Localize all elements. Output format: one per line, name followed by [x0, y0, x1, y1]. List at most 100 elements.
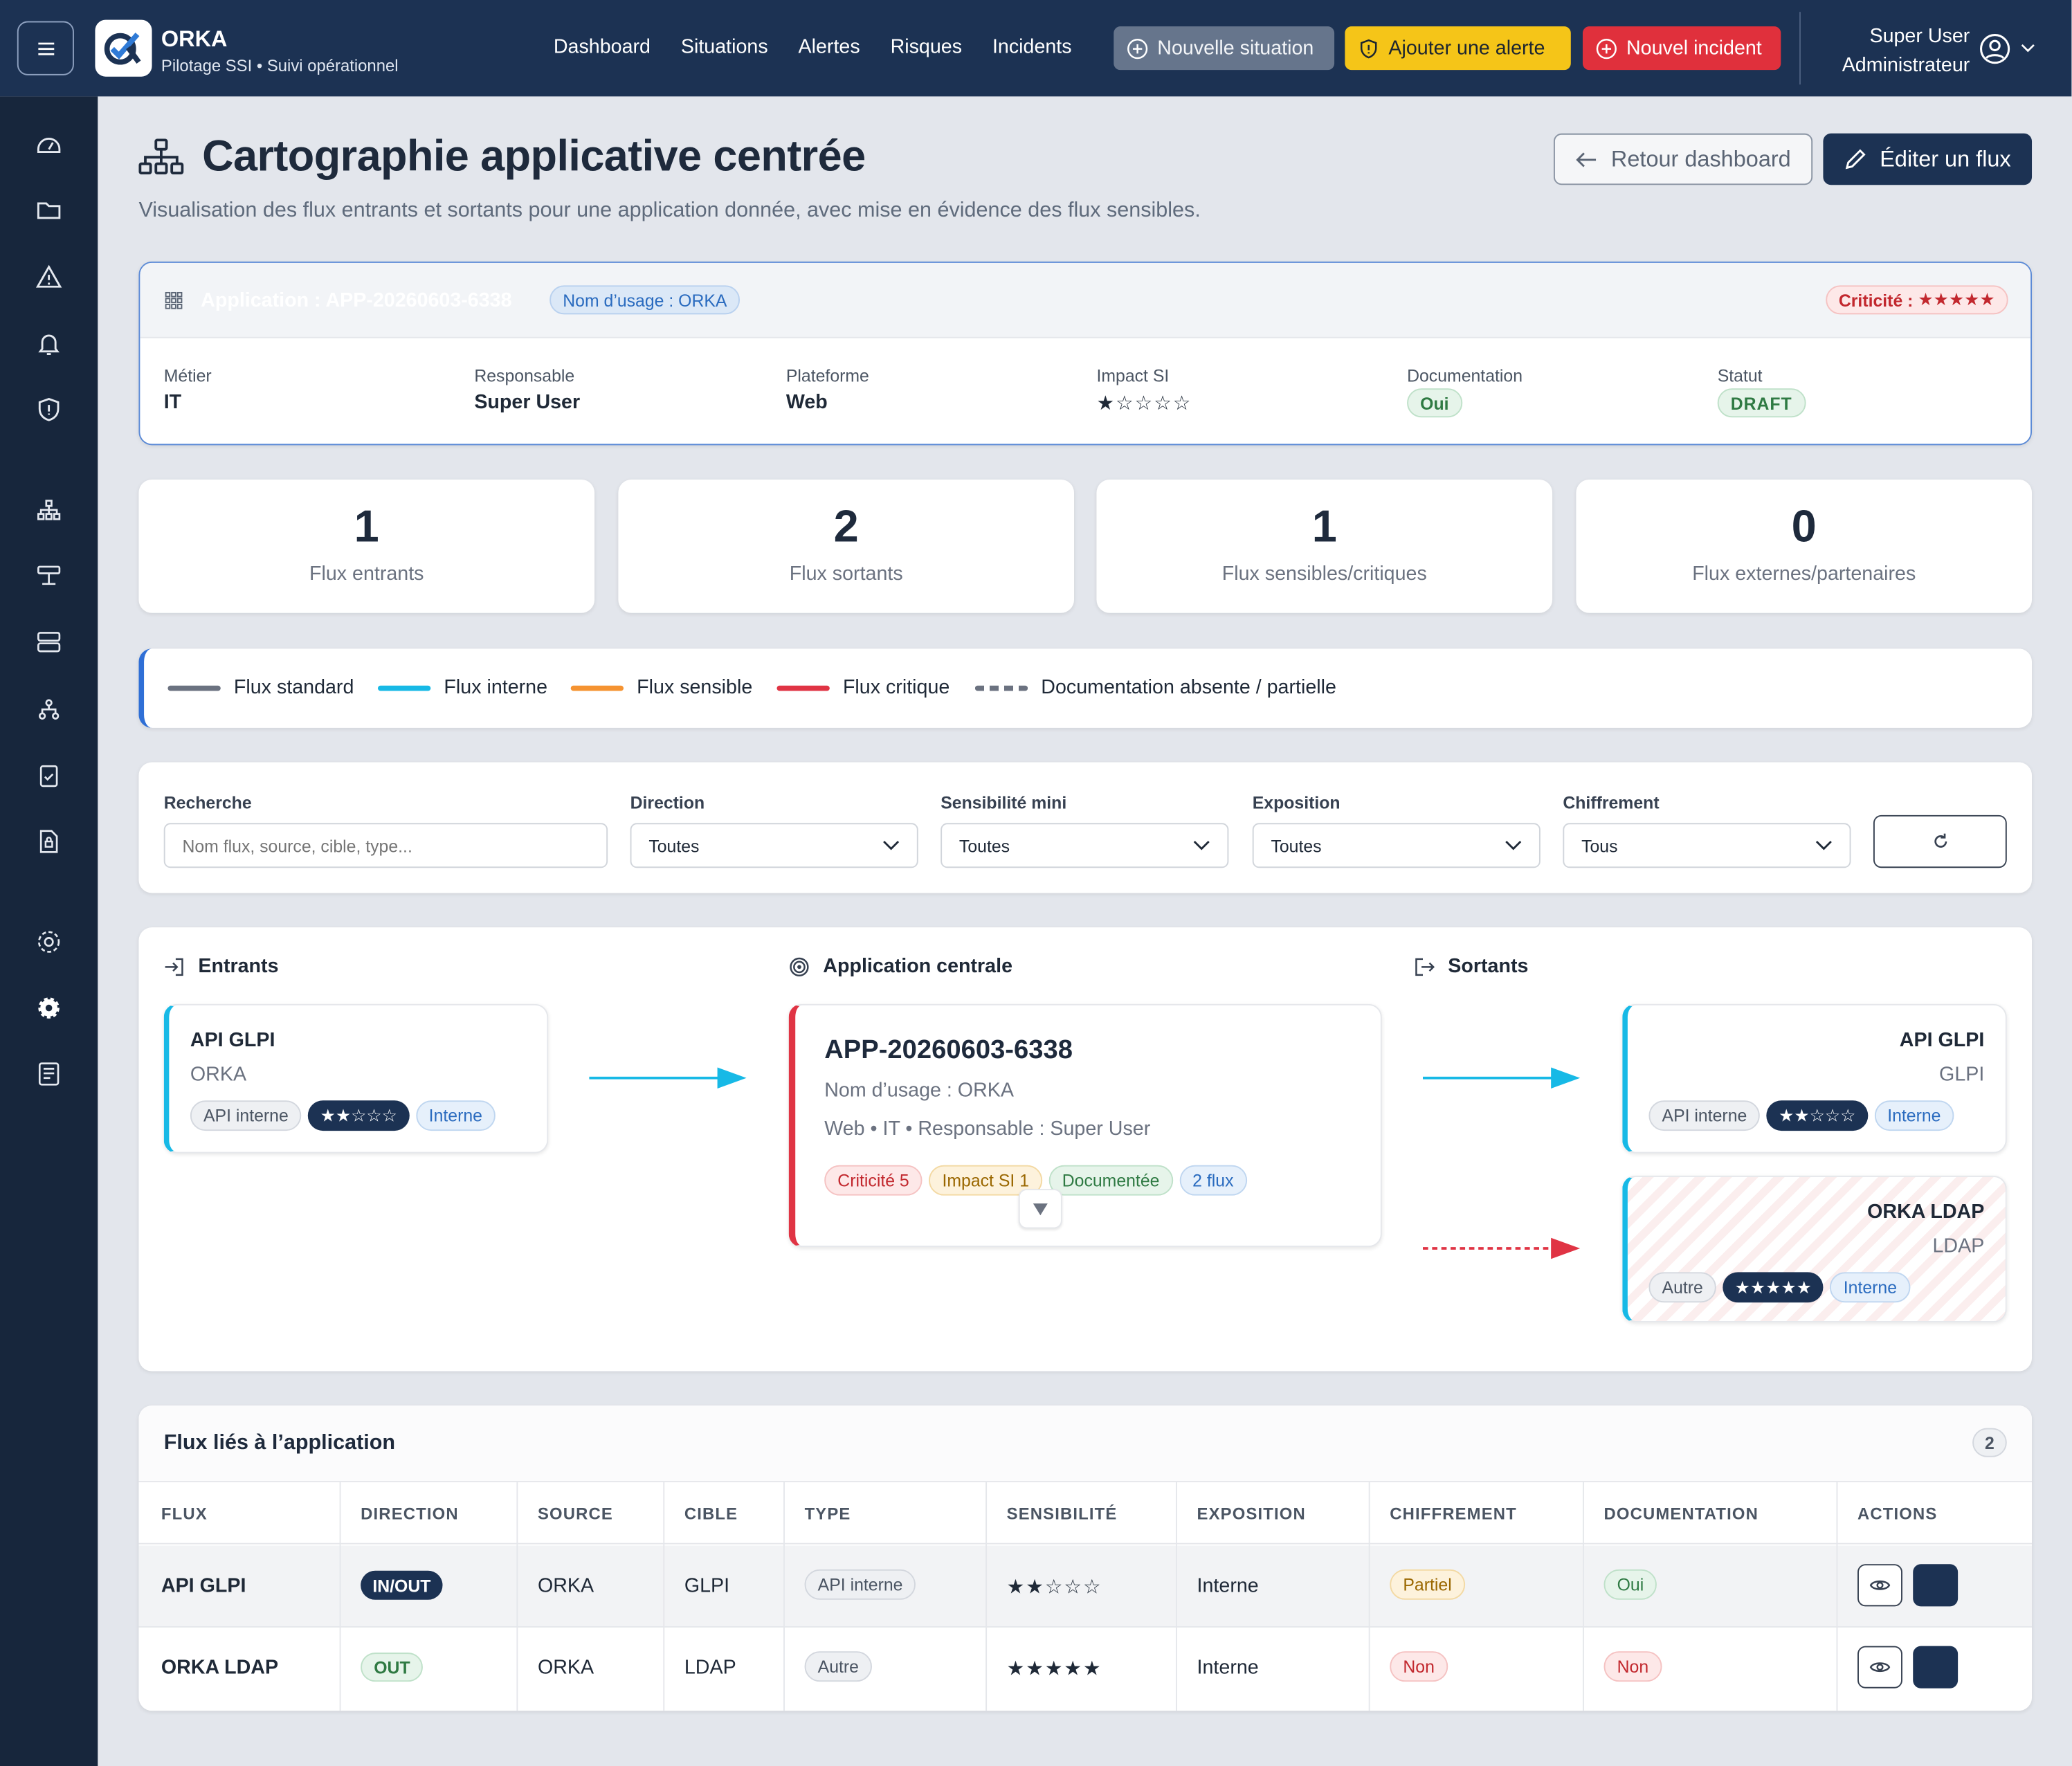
edit-flow-row-button[interactable] [1913, 1646, 1959, 1688]
nav-dashboard[interactable]: Dashboard [553, 35, 651, 58]
legend-doc: Documentation absente / partielle [974, 676, 1336, 699]
sidebar-server-icon[interactable] [35, 628, 64, 657]
menu-button[interactable] [17, 21, 74, 75]
encryption-select[interactable]: Tous [1563, 823, 1851, 868]
cell-exposition: Interne [1197, 1656, 1259, 1679]
col-header-exposition[interactable]: EXPOSITION [1197, 1504, 1306, 1524]
legend-label: Flux standard [233, 676, 354, 699]
incoming-node[interactable]: API GLPI ORKA API interne ★★☆☆☆ Interne [163, 1003, 549, 1154]
nav-situations[interactable]: Situations [680, 35, 768, 58]
criticality-pill: Criticité : ★★★★★ [1825, 285, 2008, 315]
sidebar-settings-icon[interactable] [35, 927, 64, 956]
incoming-header: Entrants [164, 955, 279, 978]
col-header-chiffrement[interactable]: CHIFFREMENT [1390, 1504, 1517, 1524]
meta-value-statut: DRAFT [1717, 388, 1806, 418]
user-name: Super User [1869, 25, 1970, 48]
linked-flows-table-card: Flux liés à l’application 2 [138, 1405, 2033, 1711]
edit-flow-button[interactable]: Éditer un flux [1823, 133, 2033, 185]
outgoing-node[interactable]: ORKA LDAP LDAP Autre ★★★★★ Interne [1622, 1176, 2007, 1322]
user-avatar-icon[interactable] [1979, 33, 2011, 65]
sensitivity-select[interactable]: Toutes [940, 823, 1229, 868]
sidebar-clipboard-icon[interactable] [35, 761, 64, 790]
view-flow-button[interactable] [1857, 1646, 1902, 1688]
sidebar-warning-icon[interactable] [35, 263, 64, 292]
add-alert-button[interactable]: Ajouter une alerte [1345, 26, 1571, 71]
cell-exposition: Interne [1197, 1574, 1259, 1597]
exposure-select[interactable]: Toutes [1252, 823, 1541, 868]
outgoing-node[interactable]: API GLPI GLPI API interne ★★☆☆☆ Interne [1622, 1003, 2007, 1154]
tag-exposure: Interne [1830, 1272, 1911, 1303]
sidebar-shield-icon[interactable] [35, 395, 64, 424]
direction-select[interactable]: Toutes [630, 823, 918, 868]
tag-flow-count: 2 flux [1179, 1165, 1247, 1196]
meta-value-impact-stars: ★☆☆☆☆ [1096, 392, 1192, 415]
orka-logo[interactable] [95, 19, 152, 77]
incoming-header-label: Entrants [198, 955, 279, 978]
flow-legend: Flux standard Flux interne Flux sensible… [138, 648, 2033, 728]
sidebar-hierarchy-icon[interactable] [35, 695, 64, 724]
chevron-down-icon [1815, 841, 1832, 850]
meta-label-impact: Impact SI [1096, 365, 1170, 386]
sidebar-bell-icon[interactable] [35, 329, 64, 358]
col-header-cible[interactable]: CIBLE [684, 1504, 738, 1524]
arrow-left-icon [1576, 152, 1597, 167]
node-tags: API interne ★★☆☆☆ Interne [190, 1100, 502, 1131]
application-card: Application : APP-20260603-6338 Nom d’us… [138, 261, 2033, 446]
col-header-sensibilite[interactable]: SENSIBILITÉ [1006, 1504, 1118, 1524]
search-label: Recherche [163, 792, 252, 813]
central-application-node[interactable]: APP-20260603-6338 Nom d’usage : ORKA Web… [788, 1003, 1382, 1248]
sidebar-network-icon[interactable] [35, 561, 64, 590]
meta-value-responsable: Super User [474, 391, 581, 414]
edit-flow-row-button[interactable] [1913, 1564, 1959, 1607]
view-flow-button[interactable] [1857, 1564, 1902, 1607]
tag-impact: Impact SI 1 [929, 1165, 1043, 1196]
search-input[interactable] [163, 823, 608, 868]
nav-alertes[interactable]: Alertes [798, 35, 860, 58]
node-tags: API interne ★★☆☆☆ Interne [1648, 1100, 1961, 1131]
shield-alert-icon [1360, 38, 1377, 58]
node-sub: GLPI [1939, 1063, 1985, 1086]
hamburger-icon [37, 42, 54, 55]
node-name: API GLPI [190, 1029, 275, 1052]
col-header-direction[interactable]: DIRECTION [361, 1504, 459, 1524]
sidebar-file-lock-icon[interactable] [35, 827, 64, 856]
outgoing-arrow-2 [1422, 1237, 1581, 1259]
criticality-stars: ★★★★★ [1918, 289, 1995, 309]
nav-incidents[interactable]: Incidents [992, 35, 1072, 58]
cell-flux[interactable]: API GLPI [161, 1574, 246, 1597]
back-dashboard-button[interactable]: Retour dashboard [1553, 133, 1813, 185]
exposure-value: Toutes [1271, 835, 1322, 856]
legend-label: Flux critique [842, 676, 950, 699]
logo-icon [103, 32, 140, 64]
stat-card-outgoing: 2 Flux sortants [618, 479, 1075, 613]
table-row[interactable] [138, 1545, 2033, 1626]
col-header-documentation[interactable]: DOCUMENTATION [1603, 1504, 1759, 1524]
col-header-source[interactable]: SOURCE [537, 1504, 613, 1524]
refresh-icon [1934, 833, 1947, 848]
expand-toggle[interactable] [1018, 1189, 1062, 1229]
sidebar-dashboard-icon[interactable] [35, 129, 64, 158]
new-situation-button[interactable]: Nouvelle situation [1114, 26, 1335, 71]
reset-filters-button[interactable] [1873, 814, 2007, 868]
chevron-down-icon[interactable] [2020, 41, 2036, 54]
sitemap-icon [138, 138, 184, 174]
legend-label: Documentation absente / partielle [1041, 676, 1336, 699]
new-incident-button[interactable]: Nouvel incident [1582, 26, 1781, 71]
node-name: API GLPI [1899, 1029, 1985, 1052]
col-header-type[interactable]: TYPE [804, 1504, 851, 1524]
outgoing-header: Sortants [1414, 955, 1528, 978]
user-menu[interactable]: Super User Administrateur [1842, 22, 1970, 80]
central-app-usage: Nom d’usage : ORKA [824, 1079, 1014, 1102]
sidebar-report-icon[interactable] [35, 1059, 64, 1089]
central-app-name: APP-20260603-6338 [824, 1035, 1073, 1065]
table-card-header [138, 1405, 2033, 1482]
nav-risques[interactable]: Risques [890, 35, 963, 58]
user-role: Administrateur [1842, 54, 1970, 77]
cell-type-badge: API interne [804, 1569, 916, 1600]
cell-flux[interactable]: ORKA LDAP [161, 1656, 279, 1679]
legend-line [167, 684, 221, 691]
sidebar-gear-icon[interactable] [35, 994, 64, 1023]
sidebar-folder-icon[interactable] [35, 196, 64, 225]
col-header-flux[interactable]: FLUX [161, 1504, 208, 1524]
sidebar-sitemap-icon[interactable] [35, 495, 64, 525]
